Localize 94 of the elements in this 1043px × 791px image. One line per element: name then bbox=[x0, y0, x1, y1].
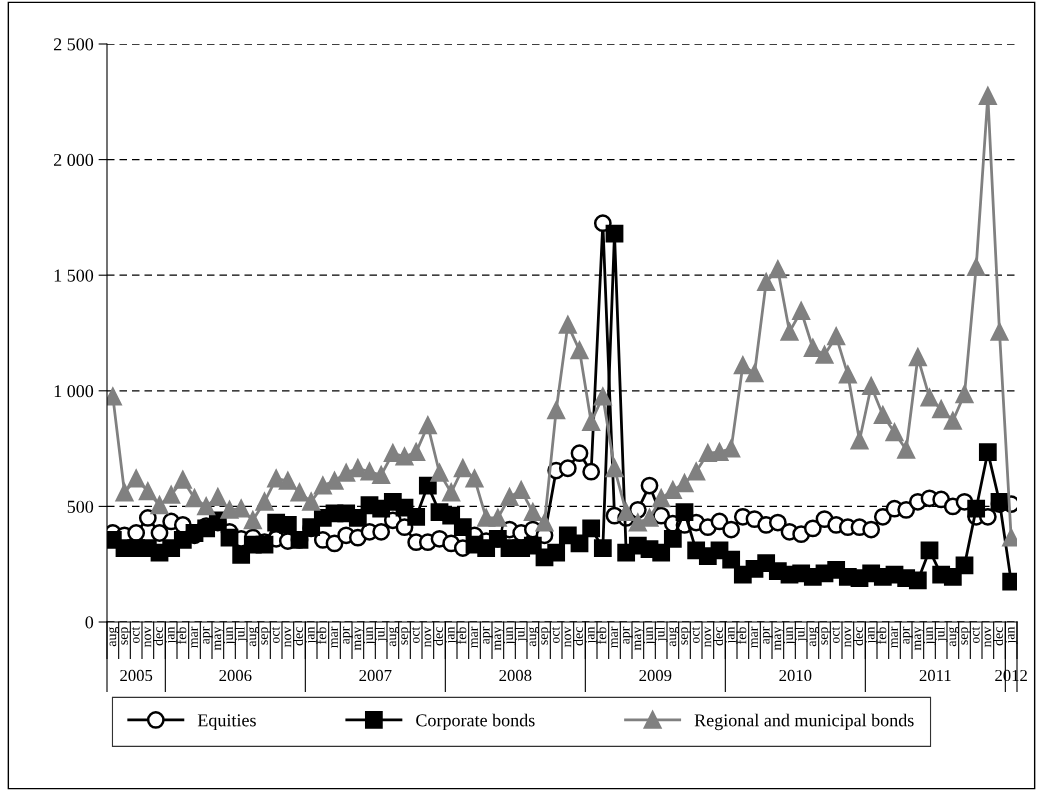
legend-label: Equities bbox=[197, 714, 256, 731]
x-tick-label: jul bbox=[794, 626, 808, 642]
y-tick-label: 500 bbox=[67, 500, 94, 513]
x-tick-label: oct bbox=[271, 626, 280, 644]
x-tick-label: sep bbox=[821, 627, 831, 645]
x-tick-label: feb bbox=[176, 627, 187, 644]
x-tick-label: aug bbox=[669, 626, 680, 647]
x-tick-label: dec bbox=[853, 627, 863, 646]
x-tick-label: nov bbox=[984, 626, 992, 648]
x-tick-label: dec bbox=[573, 627, 583, 646]
x-tick-label: jun bbox=[503, 626, 516, 645]
x-tick-label: jan bbox=[445, 626, 458, 644]
x-tick-label: jan bbox=[725, 626, 738, 644]
x-tick-label: aug bbox=[949, 626, 960, 647]
x-tick-label: jun bbox=[223, 626, 236, 645]
x-tick-label: jul bbox=[234, 626, 248, 642]
x-tick-label: aug bbox=[109, 626, 120, 647]
x-tick-label: jan bbox=[585, 626, 598, 644]
x-tick-label: jul bbox=[654, 626, 668, 642]
x-tick-label: mar bbox=[191, 626, 198, 648]
x-tick-label: sep bbox=[121, 627, 131, 645]
x-tick-label: jul bbox=[514, 626, 528, 642]
x-tick-label: feb bbox=[596, 627, 607, 644]
x-tick-label: nov bbox=[564, 626, 572, 648]
text: 2010 bbox=[779, 669, 812, 682]
x-tick-label: jan bbox=[1005, 626, 1018, 644]
x-tick-label: aug bbox=[389, 626, 400, 647]
x-tick-label: feb bbox=[456, 627, 467, 644]
x-tick-label: jul bbox=[374, 626, 388, 642]
x-tick-label: feb bbox=[316, 627, 327, 644]
x-tick-label: jan bbox=[305, 626, 318, 644]
x-tick-label: aug bbox=[809, 626, 820, 647]
y-tick-label: 2 500 bbox=[53, 38, 94, 51]
x-tick-label: jun bbox=[363, 626, 376, 645]
x-tick-label: feb bbox=[876, 627, 887, 644]
x-tick-label: dec bbox=[433, 627, 443, 646]
x-tick-label: dec bbox=[293, 627, 303, 646]
x-tick-label: mar bbox=[611, 626, 618, 648]
x-tick-label: may bbox=[214, 626, 225, 651]
x-tick-label: apr bbox=[202, 626, 213, 644]
x-tick-label: nov bbox=[284, 626, 292, 648]
y-tick-label: 0 bbox=[85, 616, 94, 629]
text: 2006 bbox=[219, 669, 252, 682]
x-tick-label: dec bbox=[713, 627, 723, 646]
x-tick-label: dec bbox=[153, 627, 163, 646]
text: 2008 bbox=[499, 669, 532, 682]
x-tick-label: aug bbox=[249, 626, 260, 647]
x-tick-label: oct bbox=[831, 626, 840, 644]
x-tick-label: sep bbox=[681, 627, 691, 645]
x-tick-label: apr bbox=[622, 626, 633, 644]
y-tick-label: 1 500 bbox=[54, 269, 94, 282]
y-tick-label: 2 000 bbox=[53, 153, 94, 167]
x-tick-label: oct bbox=[691, 626, 700, 644]
x-tick-label: dec bbox=[993, 627, 1003, 646]
y-tick-label: 1 000 bbox=[54, 385, 94, 398]
x-tick-label: apr bbox=[762, 626, 773, 644]
x-tick-label: nov bbox=[844, 626, 852, 648]
x-tick-label: jun bbox=[643, 626, 656, 645]
x-tick-label: mar bbox=[891, 626, 898, 648]
x-tick-label: sep bbox=[541, 627, 551, 645]
x-tick-label: jun bbox=[923, 626, 936, 645]
x-tick-label: sep bbox=[401, 627, 411, 645]
x-tick-label: may bbox=[914, 626, 925, 651]
x-tick-label: may bbox=[774, 626, 785, 651]
x-tick-label: sep bbox=[961, 627, 971, 645]
x-tick-label: mar bbox=[751, 626, 758, 648]
legend-label: Regional and municipal bonds bbox=[694, 713, 914, 731]
x-tick-label: nov bbox=[424, 626, 432, 648]
x-tick-label: oct bbox=[131, 626, 140, 644]
x-tick-label: oct bbox=[411, 626, 420, 644]
x-tick-label: feb bbox=[736, 627, 747, 644]
x-tick-label: jun bbox=[783, 626, 796, 645]
x-tick-label: sep bbox=[261, 627, 271, 645]
text: 2007 bbox=[359, 669, 392, 682]
x-tick-label: jan bbox=[165, 626, 178, 644]
x-tick-label: may bbox=[494, 626, 505, 651]
x-tick-label: oct bbox=[971, 626, 980, 644]
x-tick-label: mar bbox=[471, 626, 478, 648]
x-tick-label: oct bbox=[551, 626, 560, 644]
text: 2011 bbox=[919, 669, 951, 682]
x-tick-label: aug bbox=[529, 626, 540, 647]
x-tick-label: jan bbox=[865, 626, 878, 644]
x-tick-label: may bbox=[354, 626, 365, 651]
x-tick-label: apr bbox=[342, 626, 353, 644]
x-tick-label: mar bbox=[331, 626, 338, 648]
text: 2005 bbox=[120, 669, 153, 682]
x-tick-label: nov bbox=[144, 626, 152, 648]
x-tick-label: apr bbox=[482, 626, 493, 644]
x-tick-label: may bbox=[634, 626, 645, 651]
x-tick-label: apr bbox=[902, 626, 913, 644]
x-tick-label: nov bbox=[704, 626, 712, 648]
text: 2009 bbox=[639, 669, 672, 682]
legend-label: Corporate bonds bbox=[416, 713, 535, 731]
x-tick-label: jul bbox=[934, 626, 948, 642]
